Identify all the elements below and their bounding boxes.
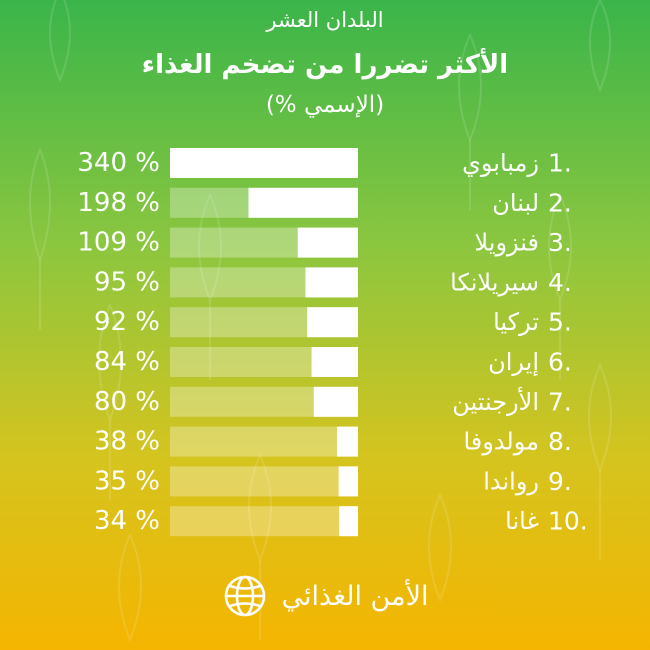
value-label-7: 80 %	[94, 387, 160, 417]
value-label-8: 38 %	[94, 427, 160, 457]
value-label-6: 84 %	[94, 347, 160, 377]
category-label-5: تركيا	[493, 308, 539, 336]
bar-track	[170, 506, 358, 537]
bar-6	[311, 347, 358, 377]
rank-label-3: 3.	[548, 228, 572, 257]
bar-2	[248, 187, 358, 218]
category-label-8: مولدوفا	[463, 428, 539, 456]
category-label-2: لبنان	[492, 189, 539, 217]
value-label-5: 92 %	[94, 307, 160, 337]
bar-4	[305, 267, 358, 298]
bar-track	[170, 466, 358, 497]
bar-3	[297, 227, 358, 258]
category-label-4: سيريلانكا	[450, 268, 539, 296]
category-label-9: رواندا	[483, 467, 539, 495]
rank-label-5: 5.	[548, 308, 572, 337]
globe-icon	[224, 575, 265, 617]
category-label-7: الأرجنتين	[452, 387, 539, 416]
value-label-3: 109 %	[77, 228, 160, 258]
category-label-3: فنزويلا	[474, 229, 539, 257]
bar-track	[170, 426, 358, 457]
bar-10	[339, 506, 358, 537]
chart-title-line-1: البلدان العشر	[266, 8, 384, 32]
value-label-4: 95 %	[94, 267, 160, 297]
rank-label-8: 8.	[548, 427, 572, 456]
bar-1	[170, 148, 358, 178]
value-label-10: 34 %	[94, 506, 160, 536]
category-label-10: غانا	[505, 507, 539, 535]
value-label-1: 340 %	[77, 148, 160, 178]
bar-7	[313, 386, 358, 417]
rank-label-7: 7.	[548, 387, 572, 416]
chart-title-line-2: الأكثر تضررا من تضخم الغذاء	[141, 50, 509, 80]
footer-label: الأمن الغذائي	[281, 580, 429, 612]
rank-label-10: 10.	[548, 507, 588, 536]
category-label-1: زمبابوي	[462, 149, 539, 177]
bar-8	[336, 426, 358, 457]
value-label-9: 35 %	[94, 466, 160, 496]
category-label-6: إيران	[488, 348, 539, 377]
footer-brand: الأمن الغذائي	[0, 568, 650, 624]
value-label-2: 198 %	[77, 188, 160, 218]
rank-label-1: 1.	[548, 149, 572, 178]
bar-5	[307, 307, 358, 338]
rank-label-2: 2.	[548, 188, 572, 217]
rank-label-6: 6.	[548, 348, 572, 377]
bar-9	[338, 466, 358, 497]
chart-subtitle-unit: (الإسمي %)	[265, 92, 385, 118]
rank-label-9: 9.	[548, 467, 572, 496]
rank-label-4: 4.	[548, 268, 572, 297]
